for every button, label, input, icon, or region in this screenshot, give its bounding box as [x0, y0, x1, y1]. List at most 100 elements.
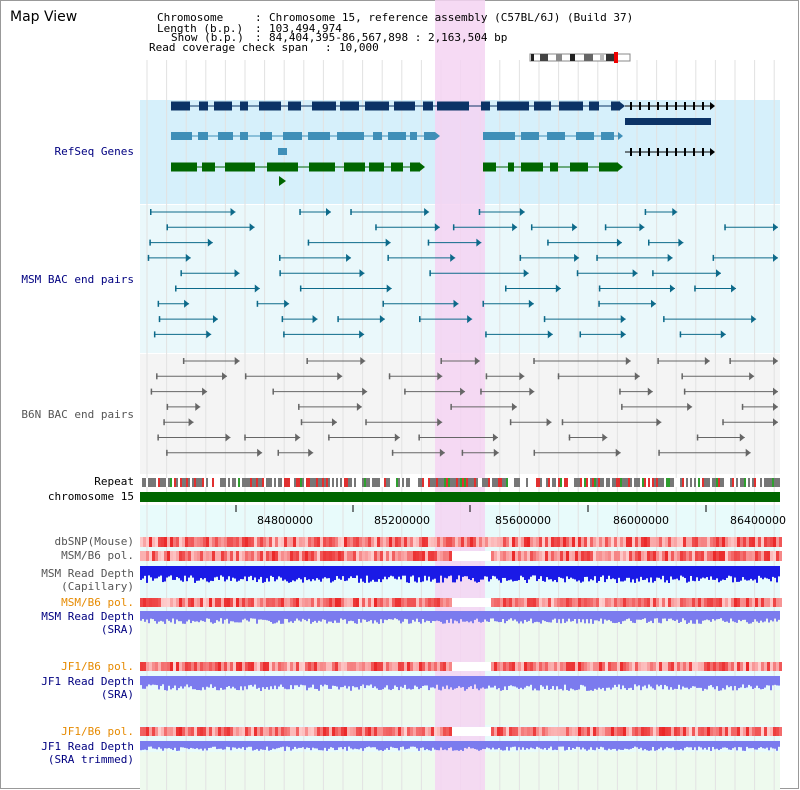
track-label-msm-bac[interactable]: MSM BAC end pairs [21, 273, 134, 286]
msm-depth-sra-bar [652, 611, 654, 624]
jf1-depth-sra-bar [444, 676, 446, 689]
jf1-b6-pol2-strip [725, 727, 728, 736]
jf1-depth-trimmed-bar [758, 741, 760, 748]
msm-b6-pol-strip [650, 551, 653, 561]
jf1-depth-trimmed-bar [146, 741, 148, 751]
msm-b6-pol2-strip [584, 598, 587, 607]
jf1-b6-pol-strip [191, 662, 194, 671]
jf1-b6-pol-strip [218, 662, 221, 671]
jf1-depth-sra-bar [704, 676, 706, 689]
b6n-bac-end-arrow [202, 387, 208, 396]
msm-depth-capillary-bar [508, 566, 510, 581]
dbsnp-strip [185, 537, 188, 547]
jf1-depth-sra-bar [648, 676, 650, 685]
jf1-b6-pol-strip [359, 662, 362, 671]
jf1-depth-trimmed-bar [604, 741, 606, 750]
b6n-bac-end [561, 419, 564, 426]
track-label-jf1-b6-pol-1[interactable]: JF1/B6 pol. [61, 660, 134, 673]
msm-depth-sra-bar [482, 611, 484, 622]
repeat-segment [376, 478, 378, 487]
jf1-b6-pol2-strip [605, 727, 608, 736]
jf1-depth-trimmed-bar [478, 741, 480, 751]
dbsnp-strip [263, 537, 266, 547]
msm-depth-capillary-bar [610, 566, 612, 580]
msm-depth-capillary-bar [170, 566, 172, 576]
dbsnp-strip [458, 537, 461, 547]
msm-bac-end [307, 239, 310, 246]
msm-depth-sra-bar [374, 611, 376, 621]
dbsnp-strip [305, 537, 308, 547]
jf1-b6-pol-strip [569, 662, 572, 671]
repeat-segment [202, 478, 204, 487]
msm-depth-capillary-bar [538, 566, 540, 580]
msm-depth-capillary-bar [226, 566, 228, 580]
msm-depth-capillary-bar [568, 566, 570, 580]
refseq-gene-row3b-exon [570, 162, 588, 172]
b6n-bac-end-arrow [234, 357, 240, 365]
msm-b6-pol-strip [569, 551, 572, 561]
msm-depth-capillary-bar [708, 566, 710, 580]
jf1-depth-trimmed-bar [284, 741, 286, 751]
dbsnp-strip [620, 537, 623, 547]
msm-depth-sra-bar [150, 611, 152, 619]
msm-depth-capillary-bar [438, 566, 440, 583]
msm-depth-capillary-bar [490, 566, 492, 580]
jf1-b6-pol2-strip [416, 727, 419, 736]
refseq-gene-row1-exon [240, 101, 248, 111]
msm-b6-pol-strip [605, 551, 608, 561]
msm-depth-capillary-bar [524, 566, 526, 581]
track-label-msm-b6-pol-2[interactable]: MSM/B6 pol. [61, 596, 134, 609]
msm-depth-sra-bar [144, 611, 146, 622]
msm-depth-capillary-bar [384, 566, 386, 577]
repeat-segment [740, 478, 742, 487]
track-label-msm-b6-pol-1[interactable]: MSM/B6 pol. [61, 549, 134, 562]
track-label-dbsnp[interactable]: dbSNP(Mouse) [54, 535, 134, 548]
jf1-depth-trimmed-bar [198, 741, 200, 750]
msm-depth-capillary-bar [646, 566, 648, 579]
msm-depth-capillary-bar [186, 566, 188, 582]
repeat-segment [716, 478, 718, 487]
jf1-depth-trimmed-bar [200, 741, 202, 749]
jf1-depth-sra-bar [362, 676, 364, 685]
track-label-jf1-depth-trimmed[interactable]: JF1 Read Depth [41, 740, 134, 753]
jf1-b6-pol-strip [182, 662, 185, 671]
jf1-depth-trimmed-bar [368, 741, 370, 747]
jf1-depth-trimmed-bar [412, 741, 414, 747]
track-label-repeat[interactable]: Repeat [94, 475, 134, 488]
dbsnp-strip [764, 537, 767, 547]
msm-bac-end-arrow [672, 208, 678, 216]
repeat-segment [328, 478, 330, 487]
jf1-depth-trimmed-bar [204, 741, 206, 749]
msm-depth-capillary-bar [360, 566, 362, 579]
msm-depth-capillary-bar [286, 566, 288, 582]
jf1-depth-trimmed-bar [340, 741, 342, 748]
jf1-depth-trimmed-bar [584, 741, 586, 750]
jf1-depth-trimmed-bar [460, 741, 462, 750]
b6n-bac-end [306, 358, 308, 364]
jf1-depth-sra-bar [558, 676, 560, 690]
axis-tick-label: 84800000 [257, 514, 313, 527]
msm-depth-sra-bar [594, 611, 596, 621]
msm-bac-end [427, 239, 430, 246]
repeat-segment [556, 478, 558, 487]
repeat-segment [718, 478, 720, 487]
refseq-thin-exon [648, 148, 650, 156]
jf1-b6-pol-strip [683, 662, 686, 671]
msm-b6-pol-strip [446, 551, 449, 561]
track-label-msm-depth-capillary[interactable]: MSM Read Depth [41, 567, 134, 580]
jf1-depth-trimmed-bar [316, 741, 318, 749]
jf1-depth-trimmed-bar [474, 741, 476, 750]
msm-depth-capillary-bar [472, 566, 474, 579]
track-label-refseq[interactable]: RefSeq Genes [54, 145, 134, 158]
jf1-depth-trimmed-bar [440, 741, 442, 748]
msm-depth-capillary-bar [428, 566, 430, 577]
track-label-b6n-bac[interactable]: B6N BAC end pairs [21, 408, 134, 421]
track-label-jf1-b6-pol-2[interactable]: JF1/B6 pol. [61, 725, 134, 738]
repeat-segment [464, 478, 466, 487]
msm-depth-capillary-bar [326, 566, 328, 579]
b6n-bac-end [244, 373, 247, 380]
repeat-segment [312, 478, 314, 487]
track-label-jf1-depth-sra[interactable]: JF1 Read Depth [41, 675, 134, 688]
msm-b6-pol2-strip [251, 598, 254, 607]
track-label-msm-depth-sra[interactable]: MSM Read Depth [41, 610, 134, 623]
